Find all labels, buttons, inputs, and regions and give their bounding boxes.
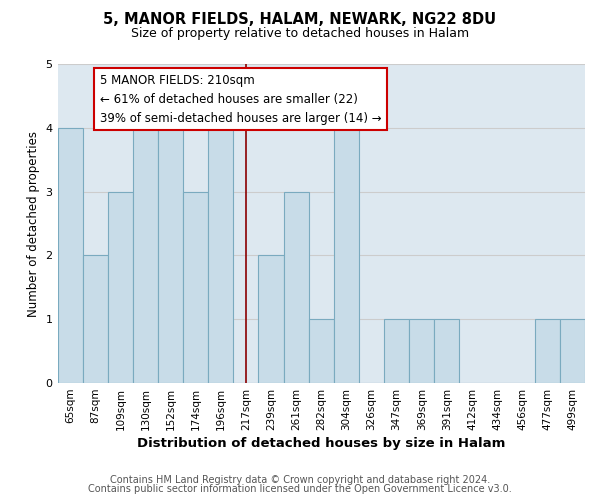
Text: Size of property relative to detached houses in Halam: Size of property relative to detached ho…: [131, 28, 469, 40]
Bar: [309, 320, 334, 383]
Bar: [284, 192, 309, 383]
Bar: [334, 128, 359, 383]
Bar: [384, 320, 409, 383]
Text: 5 MANOR FIELDS: 210sqm
← 61% of detached houses are smaller (22)
39% of semi-det: 5 MANOR FIELDS: 210sqm ← 61% of detached…: [100, 74, 382, 124]
Bar: [158, 128, 183, 383]
Bar: [83, 256, 108, 383]
Bar: [259, 256, 284, 383]
Bar: [58, 128, 83, 383]
X-axis label: Distribution of detached houses by size in Halam: Distribution of detached houses by size …: [137, 437, 505, 450]
Bar: [183, 192, 208, 383]
Text: Contains HM Land Registry data © Crown copyright and database right 2024.: Contains HM Land Registry data © Crown c…: [110, 475, 490, 485]
Bar: [133, 128, 158, 383]
Bar: [208, 128, 233, 383]
Text: Contains public sector information licensed under the Open Government Licence v3: Contains public sector information licen…: [88, 484, 512, 494]
Y-axis label: Number of detached properties: Number of detached properties: [27, 130, 40, 316]
Bar: [434, 320, 460, 383]
Bar: [108, 192, 133, 383]
Bar: [560, 320, 585, 383]
Text: 5, MANOR FIELDS, HALAM, NEWARK, NG22 8DU: 5, MANOR FIELDS, HALAM, NEWARK, NG22 8DU: [103, 12, 497, 28]
Bar: [535, 320, 560, 383]
Bar: [409, 320, 434, 383]
